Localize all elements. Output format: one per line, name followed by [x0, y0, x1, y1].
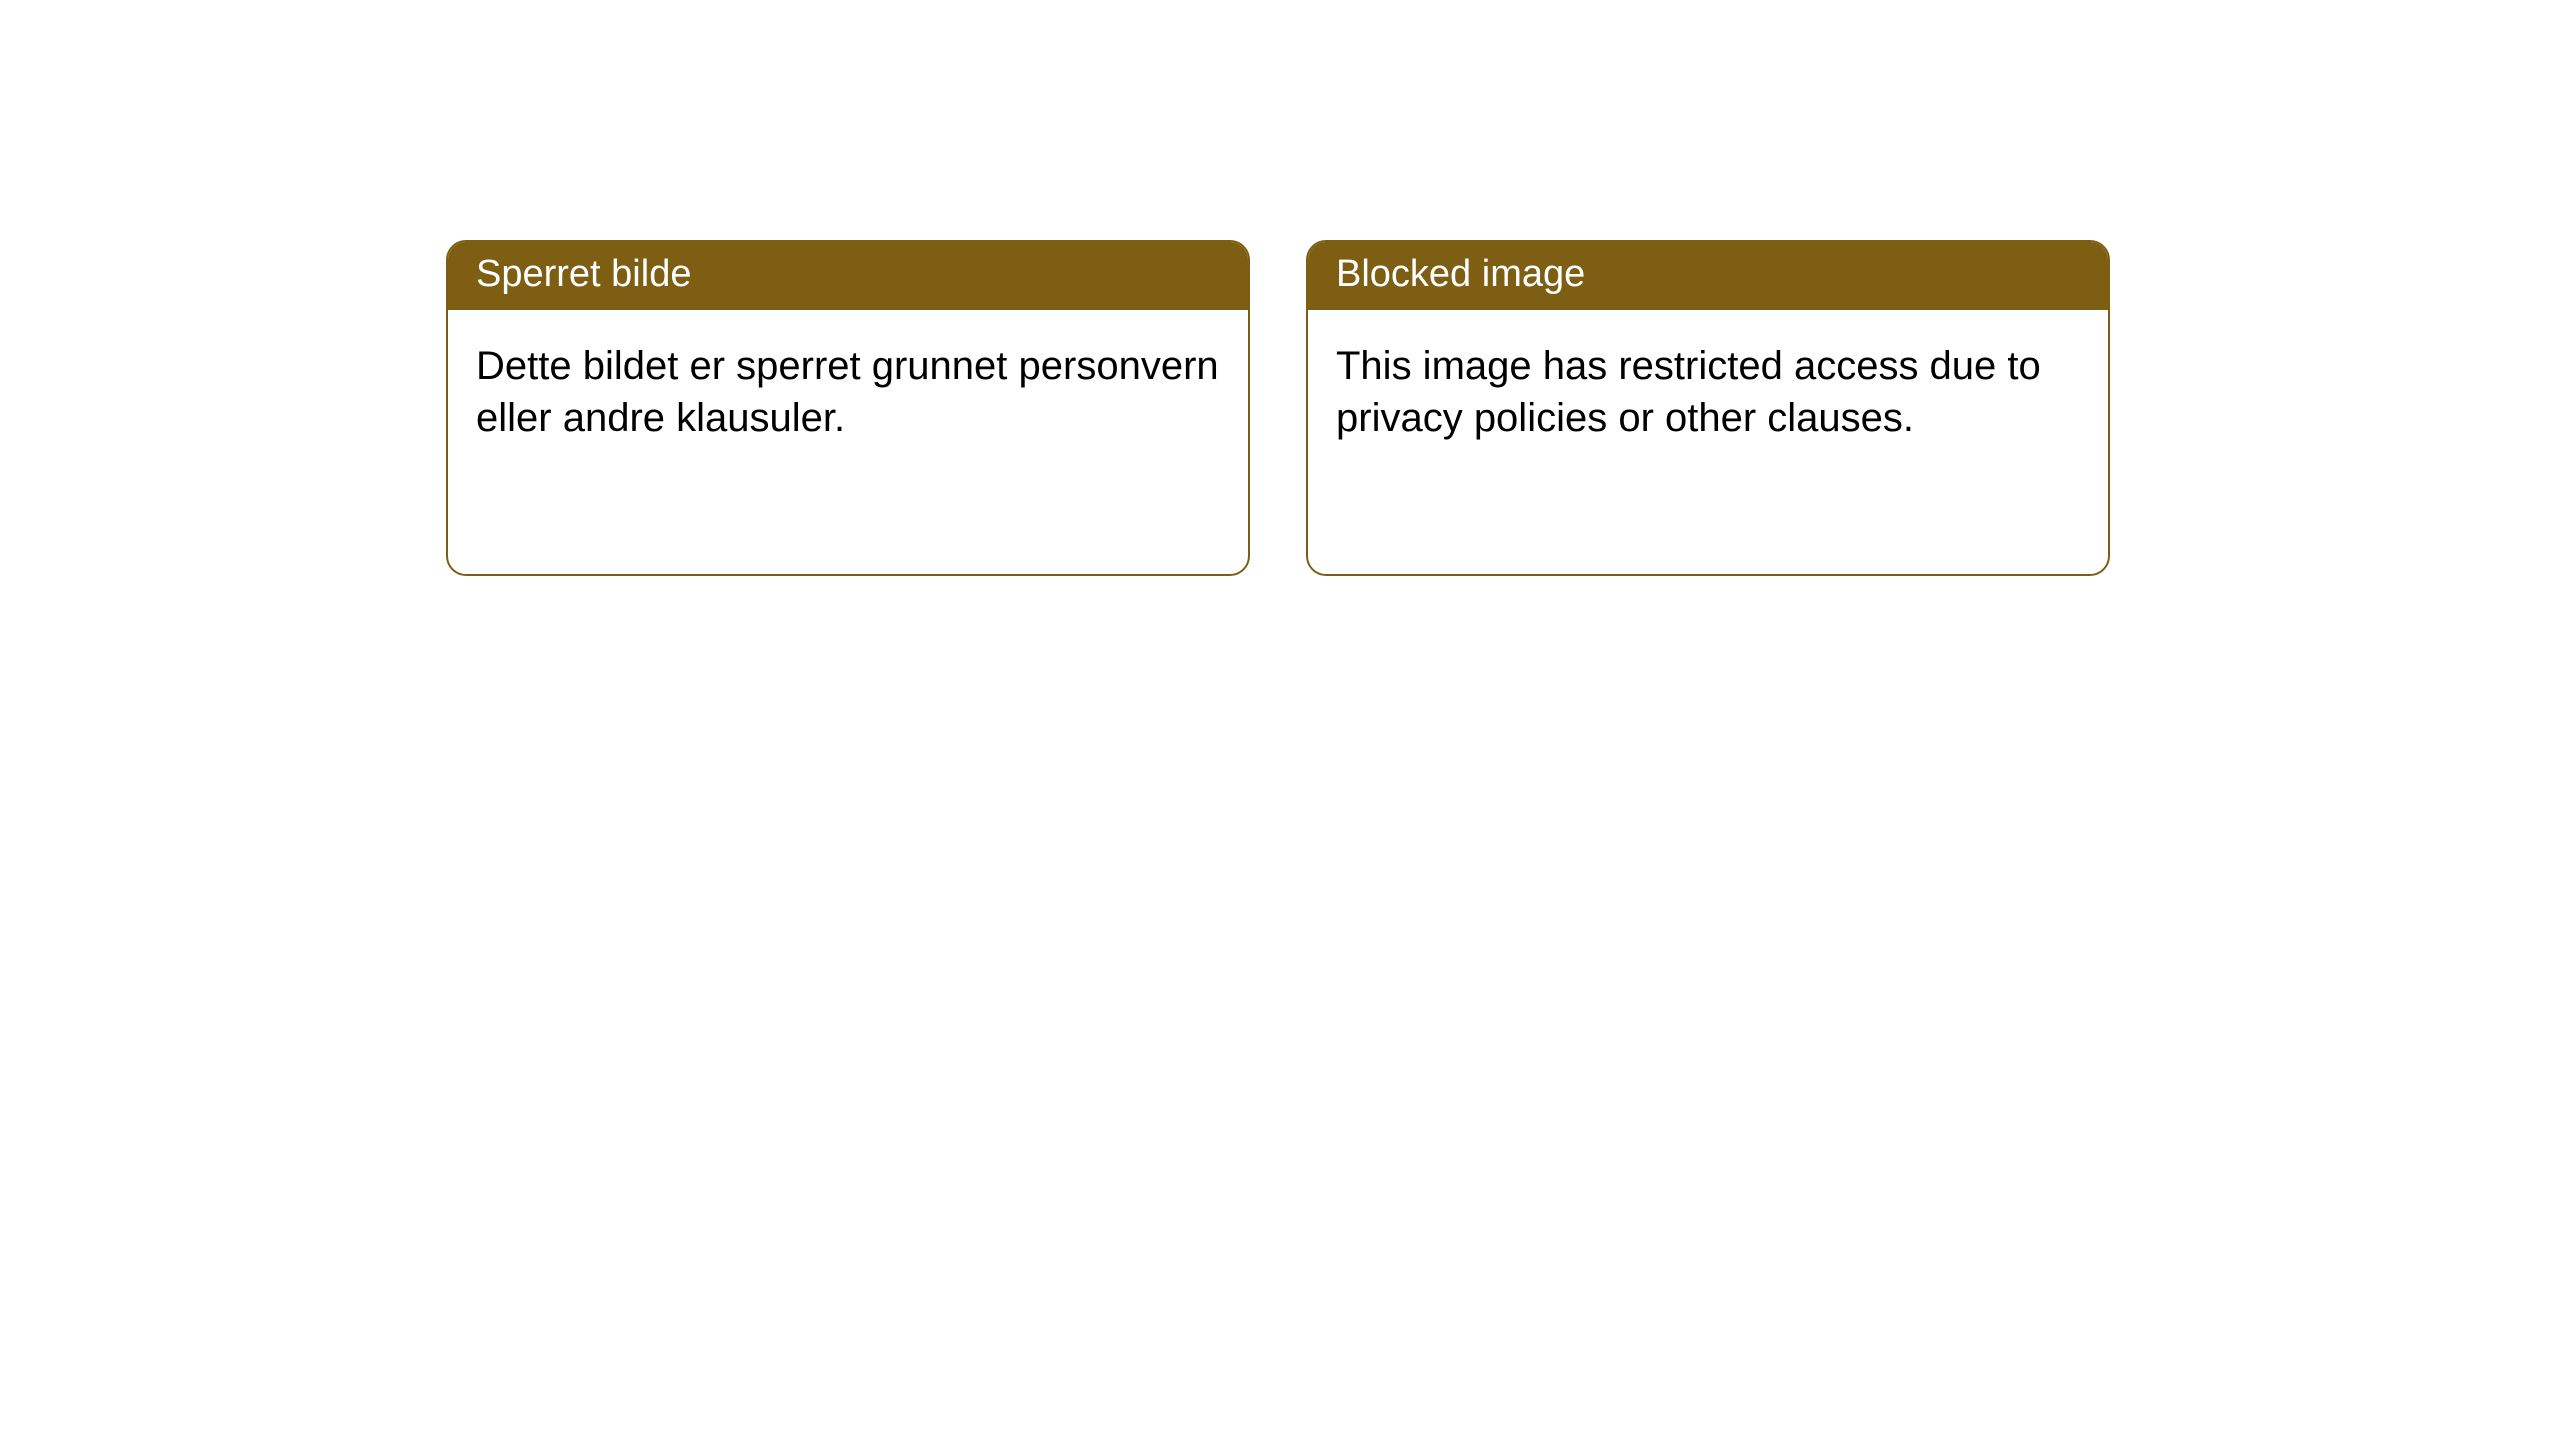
notice-box-norwegian: Sperret bilde Dette bildet er sperret gr…: [446, 240, 1250, 576]
notice-container: Sperret bilde Dette bildet er sperret gr…: [0, 0, 2560, 576]
notice-box-english: Blocked image This image has restricted …: [1306, 240, 2110, 576]
notice-body: This image has restricted access due to …: [1308, 310, 2108, 474]
notice-title: Blocked image: [1308, 242, 2108, 310]
notice-body: Dette bildet er sperret grunnet personve…: [448, 310, 1248, 474]
notice-title: Sperret bilde: [448, 242, 1248, 310]
